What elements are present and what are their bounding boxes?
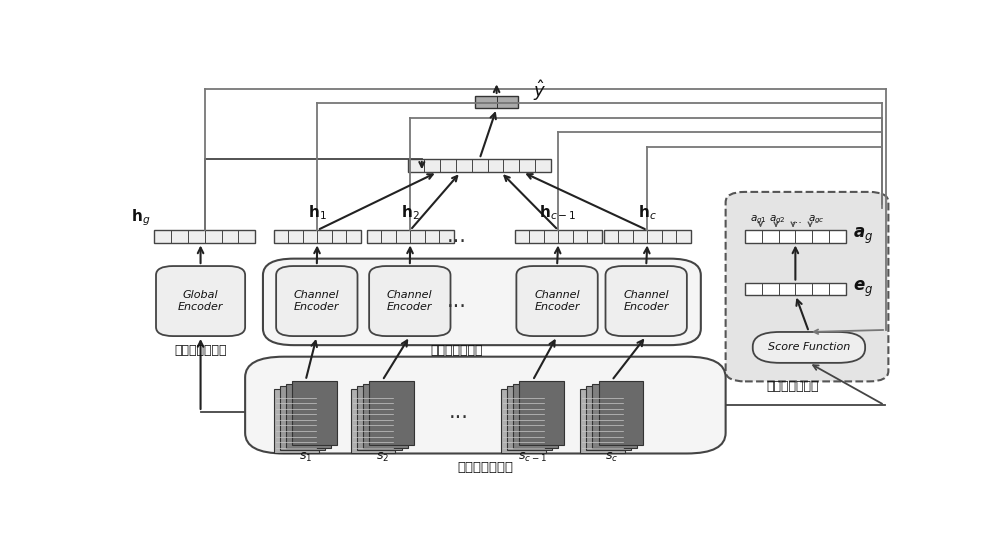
Text: $\mathbf{h}_2$: $\mathbf{h}_2$ (401, 203, 420, 222)
Bar (292, 381, 337, 445)
FancyBboxPatch shape (156, 266, 245, 336)
Text: $s_1$: $s_1$ (299, 450, 312, 464)
Text: ...: ... (447, 226, 467, 247)
FancyBboxPatch shape (726, 192, 888, 381)
Text: $a_{g1}$: $a_{g1}$ (750, 213, 767, 226)
Text: $\boldsymbol{e}_g$: $\boldsymbol{e}_g$ (853, 279, 873, 299)
Bar (599, 381, 643, 445)
Text: 全通道深度特征: 全通道深度特征 (174, 344, 226, 357)
Text: $\mathbf{h}_g$: $\mathbf{h}_g$ (131, 208, 150, 228)
Bar (369, 381, 414, 445)
Text: $a_{gc}$: $a_{gc}$ (808, 213, 825, 226)
Text: 通道注意力机制: 通道注意力机制 (767, 380, 819, 393)
Bar (274, 230, 361, 242)
Text: Channel
Encoder: Channel Encoder (623, 291, 669, 312)
FancyBboxPatch shape (245, 357, 726, 454)
Bar (154, 230, 255, 242)
Text: ...: ... (448, 402, 468, 422)
Bar (280, 386, 325, 450)
Text: ...: ... (791, 215, 802, 225)
Bar (604, 230, 691, 242)
Bar (507, 386, 552, 450)
Bar (580, 389, 625, 453)
Bar (592, 384, 637, 448)
Text: Global
Encoder: Global Encoder (178, 291, 223, 312)
Text: 多通道时频矩阵: 多通道时频矩阵 (457, 461, 513, 473)
Bar (286, 384, 331, 448)
Text: Channel
Encoder: Channel Encoder (387, 291, 433, 312)
Bar (745, 282, 846, 295)
FancyBboxPatch shape (263, 258, 701, 345)
Text: ...: ... (447, 291, 467, 311)
Bar (745, 230, 846, 242)
Text: $a_{g2}$: $a_{g2}$ (769, 213, 786, 226)
Text: $\mathbf{h}_{c-1}$: $\mathbf{h}_{c-1}$ (539, 203, 577, 222)
Bar (274, 389, 319, 453)
Text: 各通道深度特征: 各通道深度特征 (430, 344, 483, 357)
Text: Score Function: Score Function (768, 342, 850, 353)
FancyBboxPatch shape (516, 266, 598, 336)
Bar (513, 384, 558, 448)
Bar (367, 230, 454, 242)
Text: Channel
Encoder: Channel Encoder (294, 291, 340, 312)
Bar (363, 384, 408, 448)
Text: $s_{c-1}$: $s_{c-1}$ (518, 450, 547, 464)
Bar (408, 159, 551, 172)
FancyBboxPatch shape (369, 266, 450, 336)
FancyBboxPatch shape (276, 266, 358, 336)
Text: $s_2$: $s_2$ (376, 450, 389, 464)
Text: Channel
Encoder: Channel Encoder (534, 291, 580, 312)
FancyBboxPatch shape (606, 266, 687, 336)
Bar (475, 96, 518, 108)
Bar (357, 386, 402, 450)
Text: $\mathbf{h}_1$: $\mathbf{h}_1$ (308, 203, 327, 222)
Text: $s_c$: $s_c$ (605, 450, 618, 464)
Text: $\hat{y}$: $\hat{y}$ (533, 78, 546, 103)
Bar (351, 389, 395, 453)
Bar (586, 386, 631, 450)
Bar (519, 381, 564, 445)
Bar (501, 389, 546, 453)
Bar (515, 230, 602, 242)
Text: $\mathbf{h}_c$: $\mathbf{h}_c$ (638, 203, 657, 222)
Text: $\boldsymbol{a}_g$: $\boldsymbol{a}_g$ (853, 226, 873, 247)
FancyBboxPatch shape (753, 332, 865, 363)
